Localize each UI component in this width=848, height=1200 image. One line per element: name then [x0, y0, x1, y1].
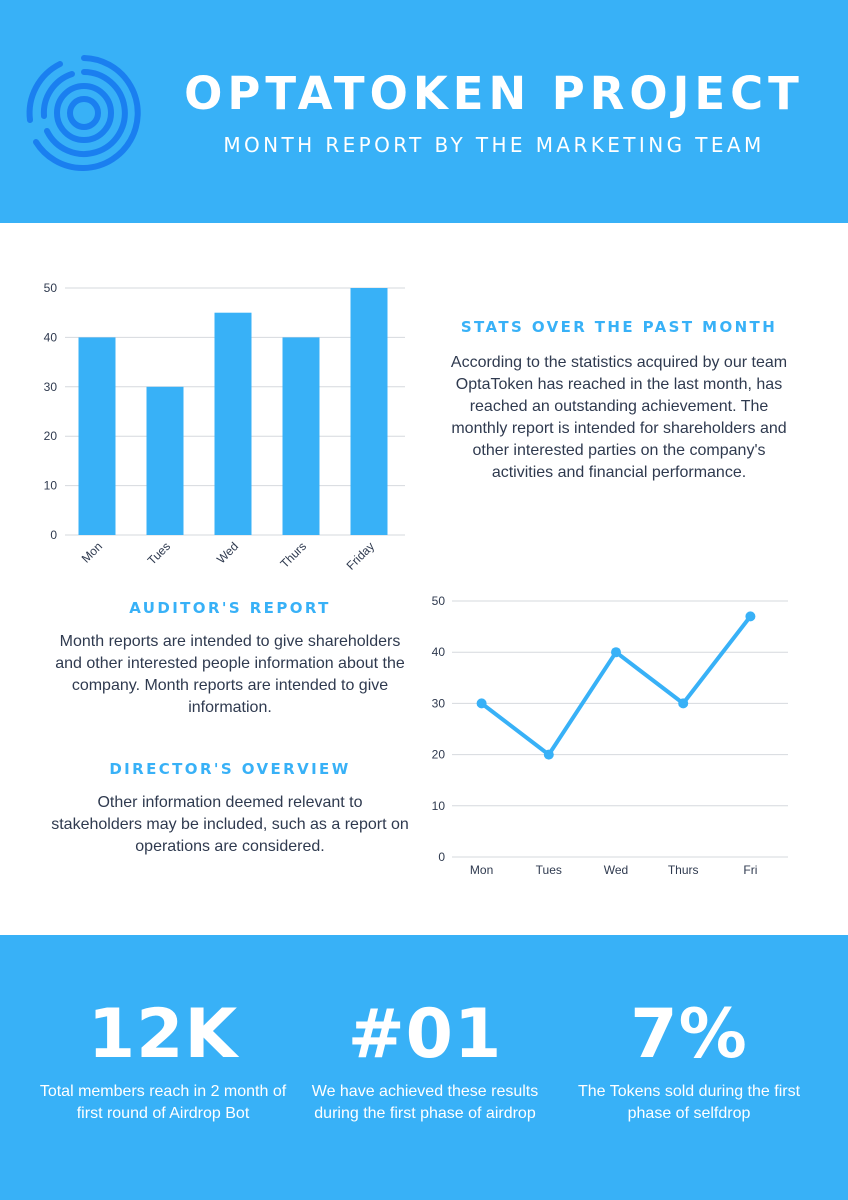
bar: [214, 312, 252, 535]
concentric-rings-logo-icon: [26, 55, 141, 171]
stat-description: We have achieved these results during th…: [311, 1083, 539, 1122]
auditor-body: Month reports are intended to give share…: [55, 633, 405, 716]
page-subtitle: MONTH REPORT BY THE MARKETING TEAM: [223, 133, 765, 157]
y-tick-label: 0: [50, 528, 57, 542]
x-tick-label: Tues: [536, 863, 562, 877]
data-point: [611, 647, 621, 658]
x-tick-label: Mon: [470, 863, 493, 877]
bar: [350, 288, 388, 535]
footer-stats-banner: 12K Total members reach in 2 month of fi…: [0, 935, 848, 1200]
y-tick-label: 10: [44, 479, 58, 493]
bar: [282, 337, 320, 535]
data-point: [543, 749, 554, 760]
x-tick-label: Wed: [604, 863, 628, 877]
y-tick-label: 30: [44, 380, 58, 394]
x-tick-label: Tues: [145, 539, 173, 567]
bar: [146, 386, 184, 535]
stat-number: 12K: [87, 995, 239, 1074]
stats-heading: STATS OVER THE PAST MONTH: [460, 318, 778, 336]
y-tick-label: 50: [432, 594, 446, 608]
data-point: [476, 698, 487, 709]
data-point: [745, 611, 756, 622]
y-tick-label: 40: [44, 330, 58, 344]
auditor-heading: AUDITOR'S REPORT: [129, 599, 331, 617]
series-line: [479, 614, 753, 757]
y-tick-label: 0: [438, 850, 445, 864]
y-tick-label: 20: [44, 429, 58, 443]
x-tick-label: Friday: [344, 539, 377, 572]
bar: [78, 337, 116, 535]
x-tick-label: Fri: [743, 863, 757, 877]
line-chart: 0 10 20 30 40 50 Mon Tues Wed Thurs Fri: [432, 594, 788, 877]
stats-body: According to the statistics acquired by …: [450, 354, 788, 481]
y-tick-label: 50: [44, 281, 58, 295]
y-tick-label: 30: [432, 696, 446, 710]
stat-number: #01: [347, 995, 503, 1074]
stat-number: 7%: [630, 995, 748, 1074]
bar-chart: 0 10 20 30 40 50 Mon Tues Wed Thurs Friday: [44, 281, 405, 573]
header-banner: OPTATOKEN PROJECT MONTH REPORT BY THE MA…: [0, 0, 848, 223]
x-tick-label: Wed: [214, 539, 241, 566]
stat-description: Total members reach in 2 month of first …: [39, 1083, 287, 1122]
y-tick-label: 40: [432, 645, 446, 659]
director-body: Other information deemed relevant to sta…: [51, 794, 409, 855]
data-point: [678, 698, 689, 709]
y-tick-label: 20: [432, 748, 446, 762]
director-heading: DIRECTOR'S OVERVIEW: [109, 760, 351, 778]
stat-description: The Tokens sold during the first phase o…: [577, 1083, 801, 1122]
x-tick-label: Thurs: [668, 863, 699, 877]
y-tick-label: 10: [432, 799, 446, 813]
x-tick-label: Thurs: [278, 539, 310, 571]
x-tick-label: Mon: [79, 539, 105, 565]
page-title: OPTATOKEN PROJECT: [184, 67, 804, 120]
